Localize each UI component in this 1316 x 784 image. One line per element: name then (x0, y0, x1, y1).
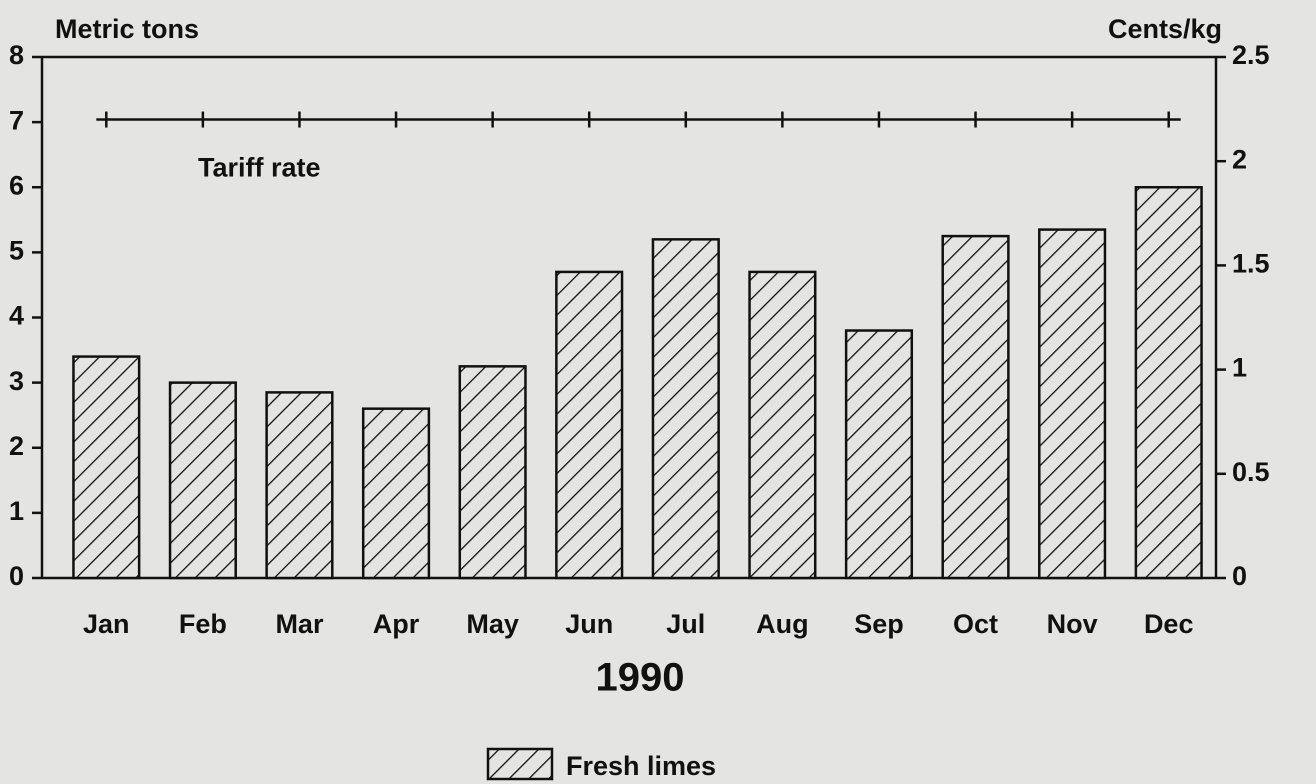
bar (265, 391, 334, 580)
bar (458, 365, 527, 580)
y-tick-label: 6 (9, 170, 24, 200)
y2-tick-label: 1 (1232, 353, 1247, 383)
x-tick-label: Apr (373, 609, 420, 639)
legend-swatch (486, 747, 554, 781)
y2-tick-label: 1.5 (1232, 249, 1270, 279)
x-tick-label: Jun (565, 609, 613, 639)
legend-label: Fresh limes (566, 751, 716, 781)
x-tick-label: Aug (756, 609, 808, 639)
bar (168, 381, 237, 580)
y-tick-label: 0 (9, 561, 24, 591)
y2-tick-label: 0 (1232, 561, 1247, 591)
x-tick-label: Jan (83, 609, 130, 639)
x-tick-label: Dec (1144, 609, 1194, 639)
y2-tick-label: 0.5 (1232, 457, 1270, 487)
bar (1134, 186, 1203, 580)
bar (844, 329, 914, 580)
y-tick-label: 2 (9, 431, 24, 461)
y-tick-label: 8 (9, 40, 24, 70)
annotation: Tariff rate (198, 153, 321, 183)
x-axis-label: 1990 (596, 656, 685, 700)
x-tick-label: Jul (666, 609, 705, 639)
x-tick-label: Sep (854, 609, 904, 639)
x-tick-label: Mar (275, 609, 324, 639)
plot-frame (40, 55, 1218, 580)
bar (1038, 228, 1107, 580)
y-axis-label: Metric tons (55, 14, 199, 44)
y-tick-label: 1 (9, 496, 24, 526)
bar (555, 270, 624, 580)
y-tick-label: 3 (9, 366, 24, 396)
x-tick-label: Oct (953, 609, 998, 639)
x-tick-label: Nov (1047, 609, 1098, 639)
x-tick-label: Feb (179, 609, 227, 639)
y-tick-label: 7 (9, 105, 24, 135)
y2-tick-label: 2.5 (1232, 40, 1270, 70)
y2-axis-label: Cents/kg (1108, 14, 1222, 44)
bar (361, 407, 431, 580)
bar (651, 238, 720, 580)
y2-tick-label: 2 (1232, 144, 1247, 174)
bar (748, 270, 817, 580)
y-tick-label: 4 (9, 301, 24, 331)
y-tick-label: 5 (9, 236, 24, 266)
bar (941, 234, 1010, 580)
x-tick-label: May (466, 609, 519, 639)
bar (72, 355, 141, 580)
